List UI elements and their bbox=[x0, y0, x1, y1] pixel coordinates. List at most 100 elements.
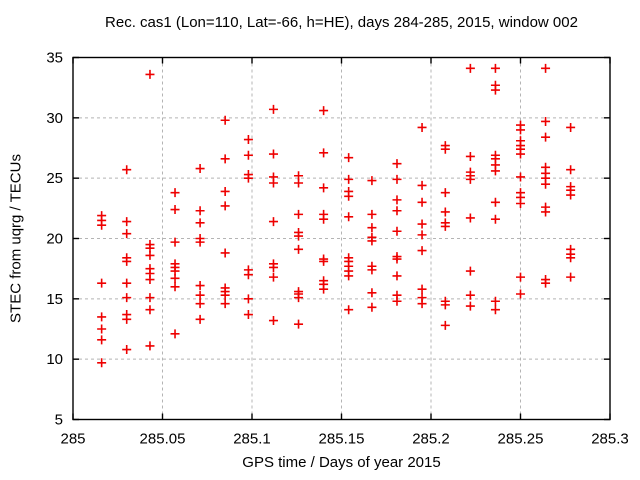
data-point-marker bbox=[417, 284, 427, 294]
data-point-marker bbox=[145, 305, 155, 315]
data-point-marker bbox=[367, 209, 377, 219]
data-point-marker bbox=[367, 176, 377, 186]
data-point-marker bbox=[465, 213, 475, 223]
data-point-marker bbox=[344, 305, 354, 315]
x-tick-label: 285 bbox=[60, 431, 85, 448]
x-tick-label: 285.3 bbox=[591, 431, 629, 448]
data-point-marker bbox=[344, 153, 354, 163]
data-point-marker bbox=[195, 314, 205, 324]
data-point-marker bbox=[243, 270, 253, 280]
data-point-marker bbox=[541, 116, 551, 126]
data-point-marker bbox=[566, 165, 576, 175]
data-point-marker bbox=[490, 305, 500, 315]
data-point-marker bbox=[220, 186, 230, 196]
data-point-marker bbox=[243, 310, 253, 320]
data-point-marker bbox=[490, 197, 500, 207]
data-point-marker bbox=[440, 144, 450, 154]
data-point-marker bbox=[566, 122, 576, 132]
data-point-marker bbox=[122, 278, 132, 288]
data-point-marker bbox=[440, 320, 450, 330]
data-point-marker bbox=[392, 271, 402, 281]
data-point-marker bbox=[440, 188, 450, 198]
data-point-marker bbox=[344, 212, 354, 222]
data-point-marker bbox=[465, 174, 475, 184]
data-point-marker bbox=[170, 329, 180, 339]
data-point-marker bbox=[319, 256, 329, 266]
data-point-marker bbox=[195, 206, 205, 216]
data-point-marker bbox=[367, 265, 377, 275]
x-tick-label: 285.25 bbox=[498, 431, 544, 448]
data-point-marker bbox=[490, 166, 500, 176]
data-point-marker bbox=[465, 301, 475, 311]
data-point-marker bbox=[541, 132, 551, 142]
data-point-marker bbox=[170, 282, 180, 292]
x-tick-label: 285.2 bbox=[412, 431, 450, 448]
data-point-marker bbox=[195, 218, 205, 228]
data-point-marker bbox=[465, 290, 475, 300]
data-point-marker bbox=[417, 122, 427, 132]
data-point-marker bbox=[122, 256, 132, 266]
y-tick-label: 20 bbox=[46, 231, 63, 248]
x-tick-label: 285.15 bbox=[319, 431, 365, 448]
data-point-marker bbox=[195, 237, 205, 247]
data-point-marker bbox=[122, 293, 132, 303]
data-point-marker bbox=[122, 217, 132, 227]
y-tick-label: 5 bbox=[55, 412, 63, 429]
data-point-marker bbox=[243, 173, 253, 183]
data-point-marker bbox=[122, 314, 132, 324]
data-point-marker bbox=[465, 151, 475, 161]
data-point-marker bbox=[392, 226, 402, 236]
data-point-marker bbox=[465, 266, 475, 276]
data-point-marker bbox=[243, 294, 253, 304]
data-point-marker bbox=[367, 236, 377, 246]
data-point-marker bbox=[268, 104, 278, 114]
data-point-marker bbox=[294, 178, 304, 188]
data-point-marker bbox=[294, 231, 304, 241]
data-point-marker bbox=[294, 244, 304, 254]
data-point-marker bbox=[392, 254, 402, 264]
data-point-marker bbox=[145, 250, 155, 260]
y-tick-label: 15 bbox=[46, 291, 63, 308]
data-point-marker bbox=[516, 289, 525, 299]
data-point-marker bbox=[195, 299, 205, 309]
data-point-marker bbox=[440, 221, 450, 231]
data-point-marker bbox=[392, 296, 402, 306]
data-point-marker bbox=[170, 237, 180, 247]
data-point-marker bbox=[195, 164, 205, 174]
data-point-marker bbox=[294, 209, 304, 219]
data-point-marker bbox=[490, 214, 500, 224]
data-point-marker bbox=[268, 149, 278, 159]
data-point-marker bbox=[367, 223, 377, 233]
data-point-marker bbox=[344, 191, 354, 201]
data-point-marker bbox=[490, 85, 500, 95]
data-point-marker bbox=[97, 358, 107, 368]
data-point-marker bbox=[268, 262, 278, 272]
data-point-marker bbox=[541, 63, 551, 73]
data-point-marker bbox=[516, 125, 525, 135]
data-point-marker bbox=[195, 281, 205, 291]
data-point-marker bbox=[367, 302, 377, 312]
data-point-marker bbox=[220, 115, 230, 125]
data-point-marker bbox=[294, 293, 304, 303]
data-point-marker bbox=[392, 159, 402, 169]
data-point-marker bbox=[417, 230, 427, 240]
data-point-marker bbox=[122, 165, 132, 175]
data-point-marker bbox=[490, 63, 500, 73]
data-point-marker bbox=[490, 296, 500, 306]
data-point-marker bbox=[319, 183, 329, 193]
data-point-marker bbox=[170, 205, 180, 215]
data-point-marker bbox=[344, 271, 354, 281]
data-point-marker bbox=[440, 207, 450, 217]
grid-lines bbox=[73, 57, 610, 420]
data-point-marker bbox=[145, 275, 155, 285]
data-point-marker bbox=[541, 179, 551, 189]
data-point-marker bbox=[122, 345, 132, 355]
scatter-points bbox=[97, 63, 576, 368]
data-point-marker bbox=[97, 335, 107, 345]
data-point-marker bbox=[417, 219, 427, 229]
data-point-marker bbox=[392, 174, 402, 184]
data-point-marker bbox=[417, 246, 427, 256]
data-point-marker bbox=[268, 272, 278, 282]
